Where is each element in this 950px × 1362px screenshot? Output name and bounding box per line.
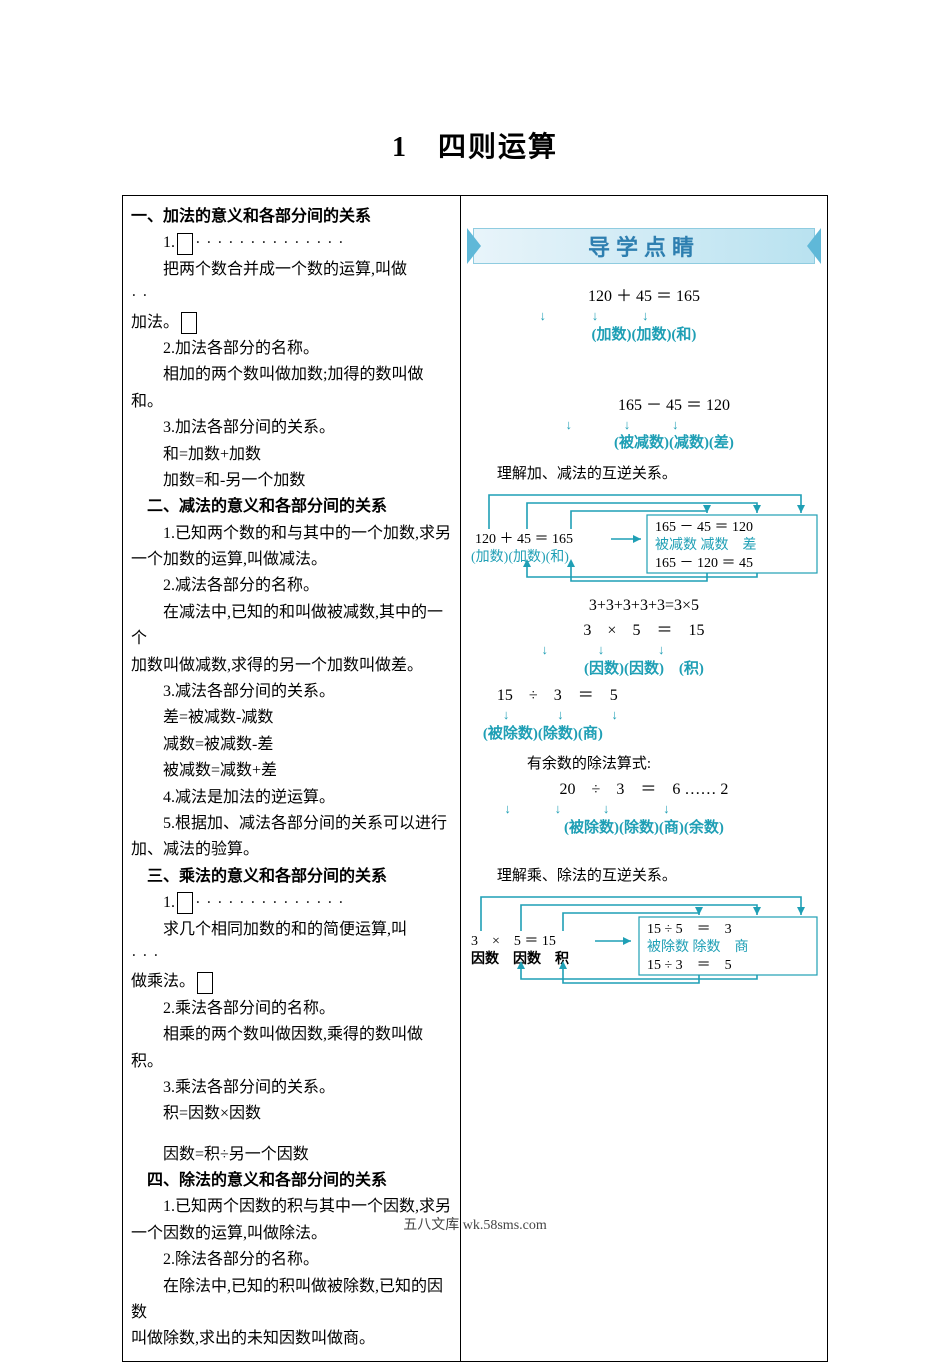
remainder-block: 20 ÷ 3 ＝ 6 …… 2 ↓ ↓ ↓ ↓ (被除数)(除数)(商)(余数) [467, 779, 821, 838]
text: 加法。 [131, 314, 179, 331]
s3-p1c: ．．． 做乘法。 [131, 943, 454, 996]
sub-equation: 165 － 45 ＝ 120 [527, 395, 821, 417]
guide-banner: 导学点睛 [473, 228, 815, 268]
chevron-right-icon [807, 228, 821, 264]
text: 把两个数合并成一个数的运算,叫做 [163, 261, 407, 278]
s3-p3a: 积=因数×因数 [131, 1101, 454, 1127]
d2-r1-lab: 被除数 除数 商 [647, 939, 749, 955]
s2-p5b: 加、减法的验算。 [131, 837, 454, 863]
d1-r1-lab: 被减数 减数 差 [655, 537, 757, 553]
s1-p2b: 相加的两个数叫做加数;加得的数叫做和。 [131, 362, 454, 415]
sub-labels: (被减数)(减数)(差) [527, 433, 821, 453]
section3-head: 三、乘法的意义和各部分间的关系 [131, 864, 454, 890]
s3-p3b: 因数=积÷另一个因数 [131, 1142, 454, 1168]
sub-arrows: ↓ ↓ ↓ [527, 416, 821, 433]
division-block: 15 ÷ 3 ＝ 5 ↓ ↓ ↓ (被除数)(除数)(商) [497, 685, 821, 744]
s4-p2c: 叫做除数,求出的未知因数叫做商。 [131, 1326, 454, 1352]
dotline3: ．．．．．．．．．．．．．． [195, 892, 355, 906]
s3-p1: 1. ．．．．．．．．．．．．．． [131, 890, 454, 916]
banner-bg: 导学点睛 [473, 228, 815, 264]
div-arrows: ↓ ↓ ↓ [497, 707, 821, 724]
add-labels: (加数)(加数)(和) [467, 325, 821, 345]
dotline: ．．．．．．．．．．．．．． [195, 232, 355, 246]
banner-text: 导学点睛 [588, 230, 700, 262]
right-column: 导学点睛 120 ＋ 45 ＝ 165 ↓ ↓ ↓ (加数)(加数)(和) 16… [461, 196, 827, 1361]
s1-p3a: 和=加数+加数 [131, 442, 454, 468]
d1-left-lab: (加数)(加数)(和) [471, 549, 569, 565]
section1-head: 一、加法的意义和各部分间的关系 [131, 204, 454, 230]
rem-labels: (被除数)(除数)(商)(余数) [467, 818, 821, 838]
s4-p2b: 在除法中,已知的积叫做被除数,已知的因数 [131, 1274, 454, 1327]
mul-labels: (因数)(因数) (积) [467, 659, 821, 679]
blank-box4 [197, 972, 213, 994]
s1-p1: 1. ．．．．．．．．．．．．．． [131, 230, 454, 256]
section4-head: 四、除法的意义和各部分间的关系 [131, 1168, 454, 1194]
s2-p5: 5.根据加、减法各部分间的关系可以进行 [131, 811, 454, 837]
subtraction-block: 165 － 45 ＝ 120 ↓ ↓ ↓ (被减数)(减数)(差) [527, 395, 821, 454]
d2-r1: 15 ÷ 5 ＝ 3 [647, 922, 732, 937]
div-labels: (被除数)(除数)(商) [483, 724, 821, 744]
blank-box [177, 233, 193, 255]
s2-p2: 2.减法各部分的名称。 [131, 573, 454, 599]
spacer [131, 1128, 454, 1142]
d1-r2: 165 － 120 ＝ 45 [655, 556, 753, 571]
spacer-r2 [467, 842, 821, 856]
d1-left-eq: 120 ＋ 45 ＝ 165 [475, 532, 573, 547]
s2-p3c: 被减数=减数+差 [131, 758, 454, 784]
dotline2: ．． [131, 285, 159, 299]
mul-sum: 3+3+3+3+3=3×5 [467, 595, 821, 617]
blank-box3 [177, 892, 193, 914]
d1-r1: 165 － 45 ＝ 120 [655, 520, 753, 535]
chevron-left-icon [467, 228, 481, 264]
rem-head: 有余数的除法算式: [467, 752, 821, 773]
s2-p1: 1.已知两个数的和与其中的一个加数,求另 [131, 521, 454, 547]
dotline4: ．．． [131, 945, 170, 959]
s2-p3b: 减数=被减数-差 [131, 732, 454, 758]
rem-equation: 20 ÷ 3 ＝ 6 …… 2 [467, 779, 821, 801]
mul-div-diagram: 3 × 5 ＝ 15 因数 因数 积 15 ÷ 5 ＝ 3 被除数 除数 商 1… [471, 889, 817, 987]
s3-p1b: 求几个相同加数的和的简便运算,叫 [131, 917, 454, 943]
s4-p2: 2.除法各部分的名称。 [131, 1247, 454, 1273]
s3-p3: 3.乘法各部分间的关系。 [131, 1075, 454, 1101]
add-equation: 120 ＋ 45 ＝ 165 [467, 286, 821, 308]
multiplication-block: 3+3+3+3+3=3×5 3 × 5 ＝ 15 ↓ ↓ ↓ (因数)(因数) … [467, 595, 821, 679]
add-arrows: ↓ ↓ ↓ [467, 308, 821, 325]
s2-p3a: 差=被减数-减数 [131, 705, 454, 731]
s1-p2: 2.加法各部分的名称。 [131, 336, 454, 362]
s1-p3: 3.加法各部分间的关系。 [131, 415, 454, 441]
add-sub-diagram: 120 ＋ 45 ＝ 165 (加数)(加数)(和) 165 － 45 ＝ 12… [471, 487, 817, 585]
s1-p3b: 加数=和-另一个加数 [131, 468, 454, 494]
diagram2-svg: 3 × 5 ＝ 15 因数 因数 积 15 ÷ 5 ＝ 3 被除数 除数 商 1… [471, 889, 821, 987]
s1-p1-num: 1. [163, 234, 175, 251]
page-footer: 五八文库 wk.58sms.com [0, 1214, 950, 1234]
note-mul-div: 理解乘、除法的互逆关系。 [467, 864, 821, 885]
s2-p1b: 一个加数的运算,叫做减法。 [131, 547, 454, 573]
s3-p2: 2.乘法各部分间的名称。 [131, 996, 454, 1022]
page-title: 1 四则运算 [0, 0, 950, 195]
content-frame: 一、加法的意义和各部分间的关系 1. ．．．．．．．．．．．．．． 把两个数合并成… [122, 195, 828, 1362]
section2-head: 二、减法的意义和各部分间的关系 [131, 494, 454, 520]
mul-arrows: ↓ ↓ ↓ [467, 642, 821, 659]
note-add-sub: 理解加、减法的互逆关系。 [467, 462, 821, 483]
blank-box2 [181, 312, 197, 334]
diagram1-svg: 120 ＋ 45 ＝ 165 (加数)(加数)(和) 165 － 45 ＝ 12… [471, 487, 821, 585]
d2-r2: 15 ÷ 3 ＝ 5 [647, 958, 732, 973]
text: 求几个相同加数的和的简便运算,叫 [163, 921, 407, 938]
s2-p2c: 加数叫做减数,求得的另一个加数叫做差。 [131, 653, 454, 679]
div-equation: 15 ÷ 3 ＝ 5 [497, 685, 821, 707]
text: 做乘法。 [131, 973, 195, 990]
spacer-r1 [467, 349, 821, 389]
mul-equation: 3 × 5 ＝ 15 [467, 620, 821, 642]
d2-left-eq: 3 × 5 ＝ 15 [471, 934, 556, 949]
s2-p3: 3.减法各部分间的关系。 [131, 679, 454, 705]
s2-p4: 4.减法是加法的逆运算。 [131, 785, 454, 811]
s2-p2b: 在减法中,已知的和叫做被减数,其中的一个 [131, 600, 454, 653]
left-column: 一、加法的意义和各部分间的关系 1. ．．．．．．．．．．．．．． 把两个数合并成… [123, 196, 461, 1361]
rem-arrows: ↓ ↓ ↓ ↓ [467, 801, 821, 818]
s3-p1-num: 1. [163, 894, 175, 911]
s3-p2b: 相乘的两个数叫做因数,乘得的数叫做积。 [131, 1022, 454, 1075]
addition-block: 120 ＋ 45 ＝ 165 ↓ ↓ ↓ (加数)(加数)(和) [467, 286, 821, 345]
s1-p1c: ．． 加法。 [131, 283, 454, 336]
s1-p1b: 把两个数合并成一个数的运算,叫做 [131, 257, 454, 283]
